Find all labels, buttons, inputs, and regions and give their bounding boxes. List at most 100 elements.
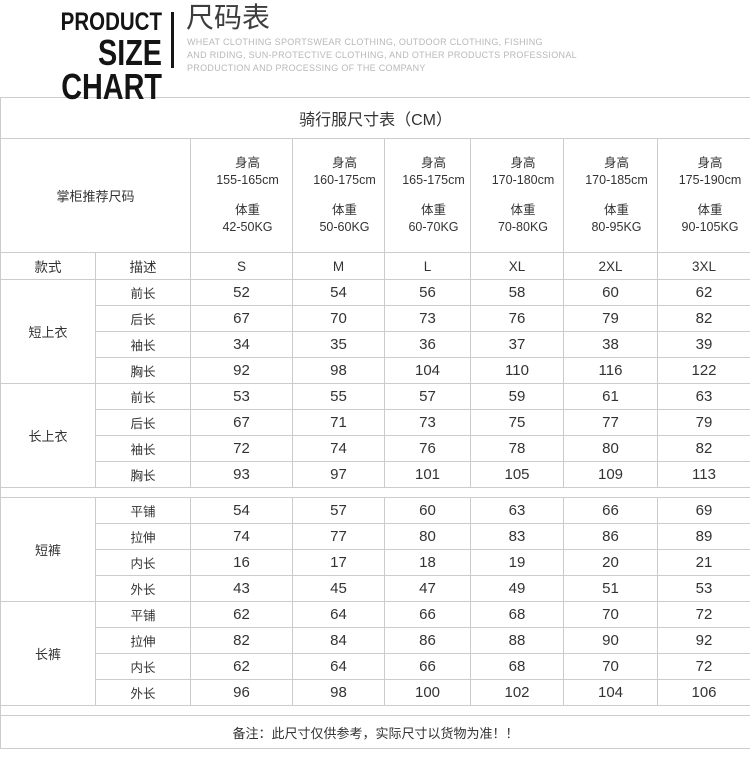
size-value-cell: 56 — [384, 279, 471, 306]
size-value-cell: 82 — [656, 305, 750, 332]
spacer — [397, 189, 470, 202]
height-range: 170-180cm — [491, 173, 555, 187]
recommend-cell-content: 身高 170-180cm 体重 70-80KG — [472, 155, 563, 236]
size-value-cell: 62 — [190, 601, 293, 628]
size-value-cell: 17 — [292, 549, 385, 576]
recommend-label-cell: 掌柜推荐尺码 — [0, 138, 191, 253]
page-header: PRODUCT SIZE CHART 尺码表 WHEAT CLOTHING SP… — [0, 0, 750, 105]
size-value-cell: 43 — [190, 575, 293, 602]
table-row: 短上衣 前长 52 54 56 58 60 62 — [0, 279, 750, 384]
recommend-cell-content: 身高 175-190cm 体重 90-105KG — [659, 155, 750, 236]
table-row: 拉伸 74 77 80 83 86 89 — [1, 523, 750, 550]
size-value-cell: 106 — [656, 679, 750, 706]
brand-product-text: PRODUCT — [60, 8, 162, 36]
size-value-cell: 71 — [292, 409, 385, 436]
measure-label-cell: 前长 — [95, 279, 191, 306]
size-value-cell: 80 — [384, 523, 471, 550]
height-label: 身高 — [234, 156, 260, 170]
table-row: 长上衣 前长 53 55 57 59 61 63 — [0, 383, 750, 488]
weight-label: 体重 — [603, 203, 629, 217]
section-gap-cell — [0, 705, 750, 716]
size-value-cell: 18 — [384, 549, 471, 576]
size-value-cell: 39 — [656, 331, 750, 358]
subtitle-line-2: AND RIDING, SUN-PROTECTIVE CLOTHING, AND… — [187, 49, 577, 60]
section-name-cell: 长裤 — [0, 601, 96, 706]
size-value-cell: 38 — [563, 331, 658, 358]
section-name-cell: 短裤 — [0, 497, 96, 602]
table-row: 胸长 92 98 104 110 116 122 — [1, 357, 750, 384]
recommend-cell: 身高 155-165cm 体重 42-50KG — [190, 138, 293, 253]
size-value-cell: 52 — [190, 279, 293, 306]
size-value-cell: 74 — [292, 435, 385, 462]
size-value-cell: 63 — [470, 497, 564, 524]
table-row: 胸长 93 97 101 105 109 113 — [1, 461, 750, 488]
spacer — [670, 189, 750, 202]
height-label: 身高 — [331, 156, 357, 170]
size-value-cell: 57 — [384, 383, 471, 410]
table-row: 拉伸 82 84 86 88 90 92 — [1, 627, 750, 654]
header-divider-line — [171, 12, 174, 68]
size-value-cell: 74 — [190, 523, 293, 550]
size-value-cell: 59 — [470, 383, 564, 410]
weight-range: 42-50KG — [222, 220, 273, 234]
size-value-cell: 88 — [470, 627, 564, 654]
size-value-cell: 19 — [470, 549, 564, 576]
size-value-cell: 20 — [563, 549, 658, 576]
size-value-cell: 79 — [563, 305, 658, 332]
size-value-cell: 54 — [292, 279, 385, 306]
height-range: 160-175cm — [313, 173, 376, 187]
height-label: 身高 — [420, 156, 446, 170]
section-name-cell: 长上衣 — [0, 383, 96, 488]
weight-label: 体重 — [510, 203, 536, 217]
size-value-cell: 34 — [190, 331, 293, 358]
size-value-cell: 96 — [190, 679, 293, 706]
size-value-cell: 68 — [470, 653, 564, 680]
table-row: 外长 96 98 100 102 104 106 — [1, 679, 750, 706]
size-value-cell: 61 — [563, 383, 658, 410]
recommend-cell: 身高 165-175cm 体重 60-70KG — [384, 138, 471, 253]
size-value-cell: 110 — [470, 357, 564, 384]
note-row: 备注：此尺寸仅供参考，实际尺寸以货物为准！！ — [0, 715, 750, 749]
weight-range: 70-80KG — [497, 220, 549, 234]
section-gap-cell — [0, 487, 750, 498]
column-header-size-M: M — [292, 252, 385, 280]
height-label: 身高 — [510, 156, 536, 170]
size-value-cell: 49 — [470, 575, 564, 602]
size-value-cell: 70 — [563, 601, 658, 628]
subtitle-line-1: WHEAT CLOTHING SPORTSWEAR CLOTHING, OUTD… — [187, 37, 543, 47]
size-value-cell: 84 — [292, 627, 385, 654]
size-value-cell: 16 — [190, 549, 293, 576]
section-name-cell: 短上衣 — [0, 279, 96, 384]
size-value-cell: 47 — [384, 575, 471, 602]
size-value-cell: 97 — [292, 461, 385, 488]
size-value-cell: 45 — [292, 575, 385, 602]
recommend-row: 掌柜推荐尺码 身高 155-165cm 体重 42-50KG 身高 160-175cm 体重 5… — [0, 138, 750, 253]
section-gap-row — [0, 487, 750, 498]
height-label: 身高 — [603, 156, 629, 170]
table-row: 袖长 72 74 76 78 80 82 — [1, 435, 750, 462]
size-value-cell: 70 — [563, 653, 658, 680]
height-range: 165-175cm — [402, 173, 465, 187]
size-value-cell: 66 — [384, 601, 471, 628]
measure-label-cell: 平铺 — [95, 497, 191, 524]
table-title: 骑行服尺寸表（CM） — [0, 97, 750, 139]
chinese-title: 尺码表 — [186, 2, 271, 33]
header-subtitle: WHEAT CLOTHING SPORTSWEAR CLOTHING, OUTD… — [187, 36, 577, 74]
table-row: 短裤 平铺 54 57 60 63 66 69 — [0, 497, 750, 602]
recommend-cell: 身高 175-190cm 体重 90-105KG — [656, 138, 750, 253]
measure-label-cell: 拉伸 — [95, 523, 191, 550]
weight-range: 60-70KG — [408, 220, 459, 234]
size-value-cell: 70 — [292, 305, 385, 332]
size-value-cell: 69 — [656, 497, 750, 524]
weight-label: 体重 — [697, 203, 723, 217]
measure-label-cell: 外长 — [95, 575, 191, 602]
measure-label-cell: 袖长 — [95, 331, 191, 358]
table-row: 后长 67 70 73 76 79 82 — [1, 305, 750, 332]
size-value-cell: 67 — [190, 409, 293, 436]
column-header-size-S: S — [190, 252, 293, 280]
measure-label-cell: 后长 — [95, 409, 191, 436]
size-chart-table: 骑行服尺寸表（CM） 掌柜推荐尺码 身高 155-165cm 体重 42-50KG 身高 16… — [0, 97, 750, 749]
column-header-desc: 描述 — [95, 252, 191, 280]
brand-size-chart-text: SIZE CHART — [61, 32, 162, 107]
size-value-cell: 80 — [563, 435, 658, 462]
